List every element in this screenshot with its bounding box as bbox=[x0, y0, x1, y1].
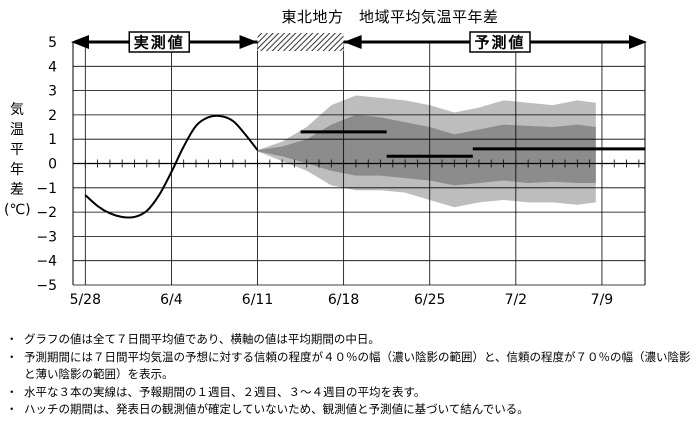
x-tick-label: 7/9 bbox=[591, 292, 614, 308]
y-tick-label: 3 bbox=[48, 84, 57, 100]
note-text: グラフの値は全て７日間平均値であり、横軸の値は平均期間の中日。 bbox=[24, 332, 380, 346]
y-tick-label: 5 bbox=[48, 35, 57, 51]
x-tick-label: 6/18 bbox=[328, 292, 359, 308]
observed-label: 実測値 bbox=[134, 34, 185, 52]
chart-title: 東北地方 地域平均気温平年差 bbox=[281, 8, 499, 26]
x-tick-label: 5/28 bbox=[70, 292, 101, 308]
note-text: 水平な３本の実線は、予報期間の１週目、２週目、３〜４週目の平均を表す。 bbox=[24, 384, 426, 399]
y-tick-label: −5 bbox=[36, 278, 57, 294]
bullet: ・ bbox=[6, 332, 18, 346]
y-tick-label: 0 bbox=[48, 157, 57, 173]
y-axis-label-char: 差 bbox=[10, 182, 24, 198]
x-tick-label: 6/4 bbox=[160, 292, 183, 308]
y-axis-label-char: 温 bbox=[10, 122, 24, 138]
bullet: ・ bbox=[6, 349, 18, 364]
y-axis-label-char: 平 bbox=[10, 142, 24, 158]
forecast-label: 予測値 bbox=[474, 34, 525, 52]
chart-notes: ・グラフの値は全て７日間平均値であり、横軸の値は平均期間の中日。 ・予測期間には… bbox=[6, 331, 696, 419]
y-tick-label: −3 bbox=[36, 229, 57, 245]
y-tick-label: −4 bbox=[36, 254, 57, 270]
y-axis-label-char: 気 bbox=[10, 102, 24, 118]
y-axis-label-char: (℃) bbox=[4, 202, 31, 218]
note-text: 予測期間には７日間平均気温の予想に対する信頼の程度が４０％の幅（濃い陰影の範囲）… bbox=[24, 349, 691, 382]
note-item: ・ハッチの期間は、発表日の観測値が確定していないため、観測値と予測値に基づいて結… bbox=[6, 401, 696, 419]
temperature-anomaly-chart: 実測値 予測値 −5 −4 −3 −2 −1 0 1 2 3 4 5 5/28 6/4 6/11 6/18 6/… bbox=[36, 31, 647, 308]
observed-arrowhead-left bbox=[71, 35, 89, 49]
note-item: ・水平な３本の実線は、予報期間の１週目、２週目、３〜４週目の平均を表す。 bbox=[6, 384, 696, 402]
bullet: ・ bbox=[6, 402, 18, 417]
forecast-arrowhead-left bbox=[343, 35, 362, 49]
bullet: ・ bbox=[6, 384, 18, 399]
note-item: ・予測期間には７日間平均気温の予想に対する信頼の程度が４０％の幅（濃い陰影の範囲… bbox=[6, 349, 696, 384]
observed-label-box bbox=[128, 31, 191, 53]
forecast-arrowhead-right bbox=[629, 35, 647, 49]
y-tick-label: 2 bbox=[48, 108, 57, 124]
x-tick-label: 6/11 bbox=[242, 292, 273, 308]
forecast-label-box bbox=[469, 31, 531, 53]
y-tick-label: −1 bbox=[36, 181, 57, 197]
note-text: ハッチの期間は、発表日の観測値が確定していないため、観測値と予測値に基づいて結ん… bbox=[24, 402, 529, 417]
x-tick-label: 6/25 bbox=[414, 292, 445, 308]
x-tick-label: 7/2 bbox=[505, 292, 528, 308]
y-tick-label: 4 bbox=[48, 59, 57, 75]
note-item: ・グラフの値は全て７日間平均値であり、横軸の値は平均期間の中日。 bbox=[6, 331, 696, 349]
y-tick-label: −2 bbox=[36, 205, 57, 221]
observed-arrowhead-right bbox=[239, 35, 258, 49]
observed-line bbox=[84, 114, 259, 219]
hatch-period-box bbox=[257, 33, 344, 51]
y-axis-label: 気 温 平 年 差 (℃) bbox=[4, 100, 31, 220]
y-tick-label: 1 bbox=[48, 132, 57, 148]
y-axis-label-char: 年 bbox=[10, 162, 24, 178]
